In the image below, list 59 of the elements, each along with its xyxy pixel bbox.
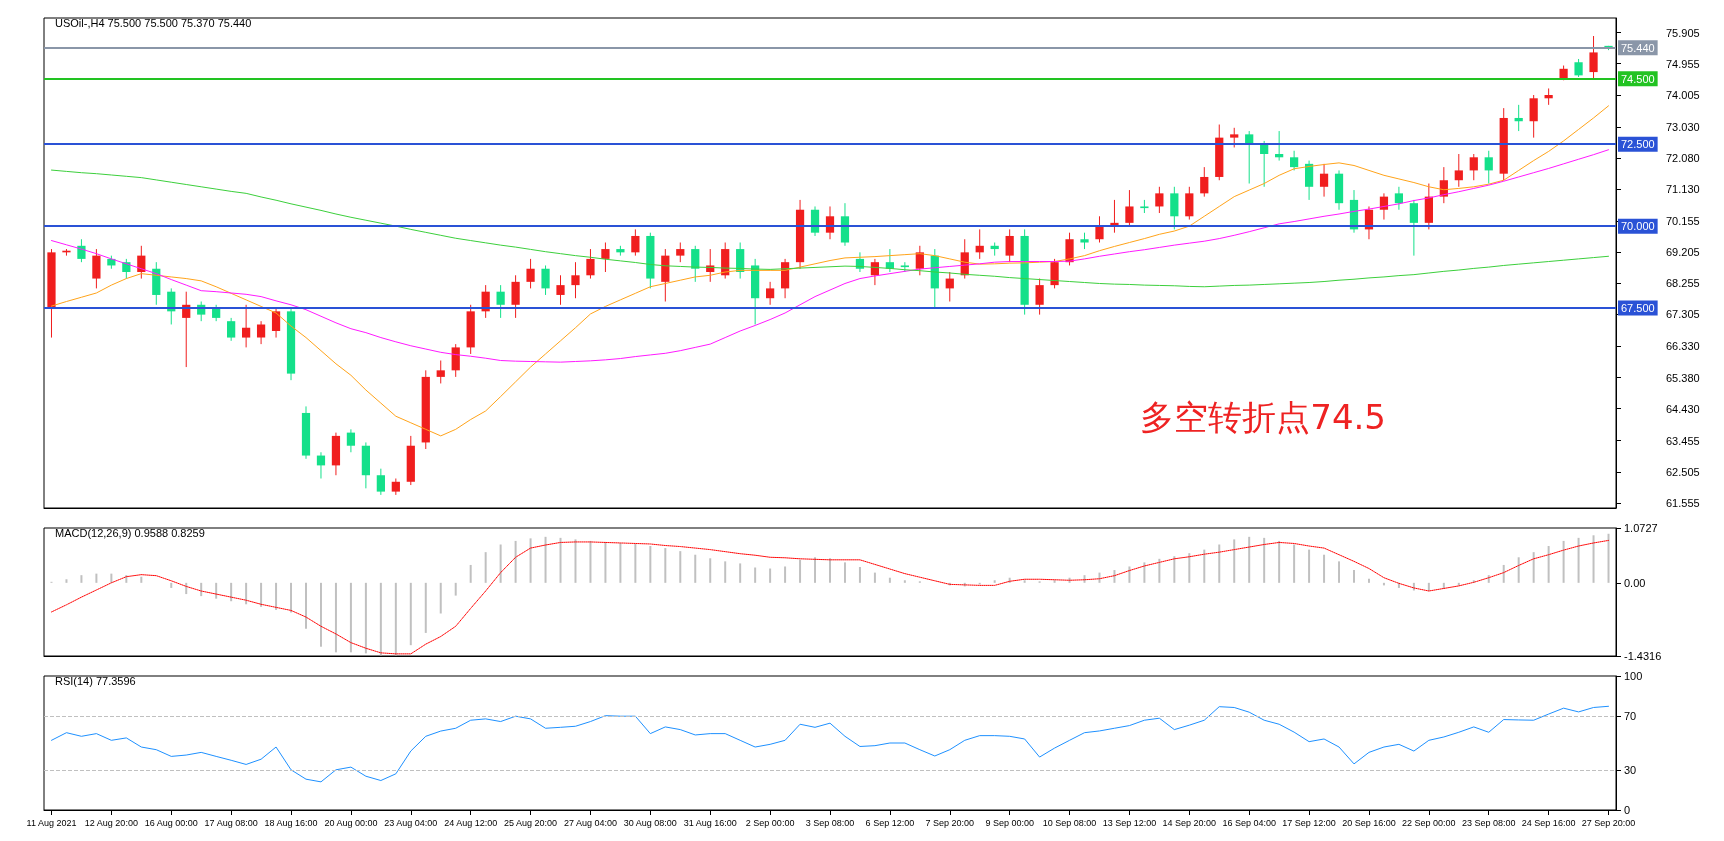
x-tick-label: 9 Sep 00:00 <box>985 817 1034 828</box>
y-tick-label: 30 <box>1624 763 1637 776</box>
chart-title: MACD(12,26,9) 0.9588 0.8259 <box>55 526 205 539</box>
x-tick-label: 23 Sep 08:00 <box>1461 817 1516 828</box>
ref-line-label: 75.440 <box>1621 41 1655 54</box>
y-tick-label: 69.205 <box>1666 246 1700 259</box>
annotation: 多空转折点74.5 <box>1140 397 1386 437</box>
x-tick-label: 20 Sep 16:00 <box>1342 817 1396 828</box>
x-tick-label: 7 Sep 20:00 <box>925 817 975 828</box>
x-tick-label: 23 Aug 04:00 <box>384 817 438 828</box>
x-tick-label: 27 Sep 20:00 <box>1581 817 1636 828</box>
x-tick-label: 11 Aug 2021 <box>26 817 77 828</box>
x-tick-label: 27 Aug 04:00 <box>563 817 617 828</box>
ref-line-label: 70.000 <box>1621 220 1655 233</box>
y-tick-label: 62.505 <box>1666 465 1700 478</box>
y-tick-label: 100 <box>1624 670 1643 682</box>
y-tick-label: 1.0727 <box>1624 522 1658 534</box>
x-tick-label: 20 Aug 00:00 <box>324 817 378 828</box>
y-tick-label: 65.380 <box>1666 371 1700 384</box>
ref-line-label: 72.500 <box>1621 138 1655 151</box>
y-tick-label: -1.4316 <box>1624 650 1662 662</box>
y-tick-label: 74.955 <box>1666 57 1700 70</box>
x-tick-label: 14 Sep 20:00 <box>1162 817 1217 828</box>
ref-line-label: 67.500 <box>1621 302 1655 315</box>
x-tick-label: 16 Sep 04:00 <box>1222 817 1276 828</box>
x-tick-label: 3 Sep 08:00 <box>805 817 855 828</box>
y-tick-label: 72.080 <box>1666 151 1700 164</box>
x-tick-label: 12 Aug 20:00 <box>84 817 138 828</box>
y-tick-label: 63.455 <box>1666 434 1700 447</box>
y-tick-label: 0.00 <box>1624 576 1646 589</box>
y-tick-label: 75.905 <box>1666 26 1700 39</box>
ref-line-label: 74.500 <box>1621 72 1655 85</box>
y-tick-label: 67.305 <box>1666 308 1700 321</box>
y-tick-label: 66.330 <box>1666 340 1700 353</box>
y-tick-label: 61.555 <box>1666 496 1700 509</box>
x-tick-label: 10 Sep 08:00 <box>1042 817 1097 828</box>
x-tick-label: 31 Aug 16:00 <box>683 817 737 828</box>
x-tick-label: 17 Aug 08:00 <box>204 817 258 828</box>
x-tick-label: 16 Aug 00:00 <box>144 817 198 828</box>
x-tick-label: 24 Sep 16:00 <box>1521 817 1576 828</box>
x-tick-label: 6 Sep 12:00 <box>865 817 915 828</box>
x-tick-label: 25 Aug 20:00 <box>504 817 558 828</box>
x-tick-label: 2 Sep 00:00 <box>745 817 795 828</box>
chart-title: USOil-,H4 75.500 75.500 75.370 75.440 <box>55 16 252 29</box>
x-tick-label: 17 Sep 12:00 <box>1282 817 1336 828</box>
y-tick-label: 70.155 <box>1666 215 1700 228</box>
y-tick-label: 73.030 <box>1666 120 1700 133</box>
x-tick-label: 13 Sep 12:00 <box>1102 817 1157 828</box>
x-tick-label: 18 Aug 16:00 <box>264 817 318 828</box>
y-tick-label: 0 <box>1624 804 1631 816</box>
chart-title: RSI(14) 77.3596 <box>55 674 136 687</box>
y-tick-label: 74.005 <box>1666 88 1700 101</box>
x-tick-label: 30 Aug 08:00 <box>623 817 677 828</box>
y-tick-label: 64.430 <box>1666 402 1700 415</box>
x-tick-label: 24 Aug 12:00 <box>444 817 498 828</box>
x-tick-label: 22 Sep 00:00 <box>1402 817 1456 828</box>
y-tick-label: 68.255 <box>1666 277 1700 290</box>
y-tick-label: 71.130 <box>1666 183 1700 196</box>
y-tick-label: 70 <box>1624 710 1637 723</box>
